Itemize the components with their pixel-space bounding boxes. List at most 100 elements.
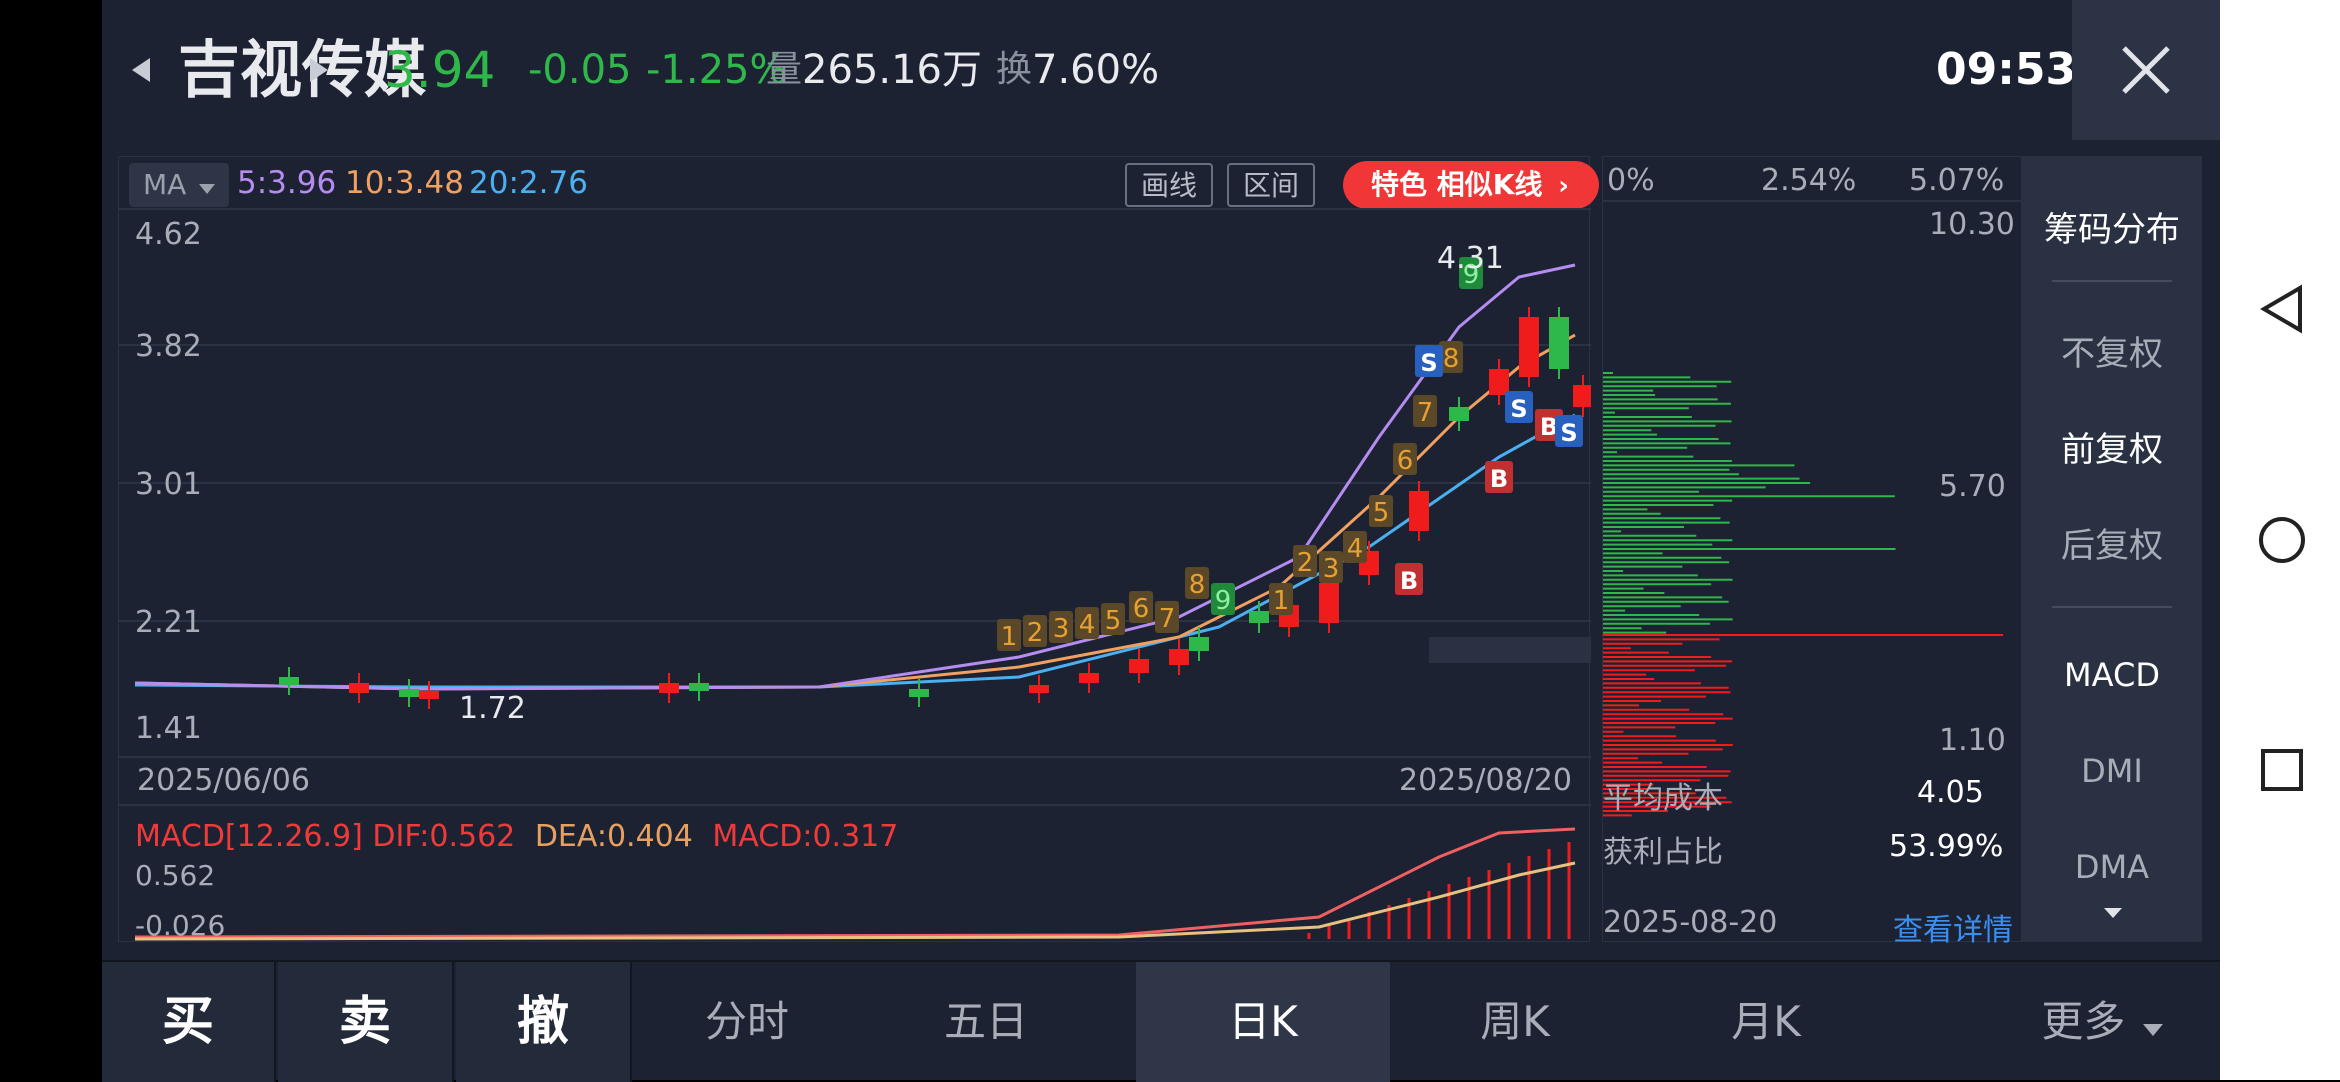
candle-body xyxy=(659,683,679,693)
buy-marker-label: B xyxy=(1490,465,1508,493)
ma20-line xyxy=(134,413,1576,689)
chip-price-low: 1.10 xyxy=(1939,723,2006,758)
back-icon[interactable] xyxy=(2260,284,2304,334)
td-badge xyxy=(1185,567,1209,599)
y-tick-2: 3.01 xyxy=(135,467,202,502)
caret-down-icon xyxy=(2142,1024,2163,1036)
td-number: 5 xyxy=(1105,606,1122,636)
chip-chart xyxy=(1603,200,2023,817)
candle-body xyxy=(1169,649,1189,665)
ma20-value: 20:2.76 xyxy=(469,165,588,201)
td-badge xyxy=(1343,531,1367,563)
td-number: 2 xyxy=(1297,548,1314,578)
td-badge xyxy=(997,619,1021,651)
price-band xyxy=(1429,637,1591,663)
tab-more[interactable]: 更多 xyxy=(2002,962,2202,1082)
td-number: 2 xyxy=(1027,618,1044,648)
price-change-pct: -1.25% xyxy=(646,47,788,93)
chip-distribution-tab[interactable]: 筹码分布 xyxy=(2044,210,2180,250)
sell-button[interactable]: 卖 xyxy=(278,962,454,1082)
clock-time: 09:53 xyxy=(1936,44,2077,95)
arrow-right-icon[interactable] xyxy=(308,56,330,84)
volume-label: 量 xyxy=(766,49,803,90)
macd-dea: DEA:0.404 xyxy=(534,819,693,854)
tab-intraday[interactable]: 分时 xyxy=(704,997,789,1046)
td-badge xyxy=(1439,341,1463,373)
td-number: 1 xyxy=(1273,586,1290,616)
y-tick-4: 1.41 xyxy=(135,711,202,746)
tab-five-day[interactable]: 五日 xyxy=(943,997,1028,1046)
kline-panel[interactable]: MA 5:3.96 10:3.48 20:2.76 画线 区间 特色 相似K线 … xyxy=(118,156,1599,943)
macd-dif: DIF:0.562 xyxy=(372,819,516,854)
left-black-strip xyxy=(0,0,102,1080)
macd-legend: MACD[12.26.9] DIF:0.562 DEA:0.404 MACD:0… xyxy=(135,819,898,854)
sell-marker-label: S xyxy=(1510,395,1527,423)
system-nav-bar xyxy=(2220,0,2340,1080)
candle-body xyxy=(1519,317,1539,377)
adjust-none[interactable]: 不复权 xyxy=(2061,334,2163,374)
tab-weekly-k[interactable]: 周K xyxy=(1480,997,1550,1046)
stock-name[interactable]: 吉视传媒 xyxy=(178,33,427,106)
chip-pct-2: 5.07% xyxy=(1909,163,2005,198)
draw-line-button[interactable]: 画线 xyxy=(1125,163,1213,207)
candle-body xyxy=(1549,317,1569,369)
buy-marker xyxy=(1485,461,1513,493)
indicator-macd[interactable]: MACD xyxy=(2064,656,2160,694)
range-button[interactable]: 区间 xyxy=(1227,163,1315,207)
avg-cost-value: 4.05 xyxy=(1917,775,1984,810)
buy-marker-label: B xyxy=(1540,413,1558,441)
similar-kline-button[interactable]: 特色 相似K线 › xyxy=(1343,161,1599,209)
recent-apps-icon[interactable] xyxy=(2260,748,2304,792)
close-icon xyxy=(2122,46,2170,94)
candle-body xyxy=(1573,385,1591,407)
candle-body xyxy=(1249,611,1269,623)
td-number: 4 xyxy=(1079,610,1096,640)
candle-body xyxy=(419,691,439,699)
td-number: 8 xyxy=(1443,344,1460,374)
cancel-order-button[interactable]: 撤 xyxy=(456,962,632,1082)
home-icon[interactable] xyxy=(2258,516,2306,564)
td-badge xyxy=(1293,545,1317,577)
ma5-value: 5:3.96 xyxy=(237,165,337,201)
td-badge xyxy=(1075,607,1099,639)
td-badge xyxy=(1459,257,1483,289)
side-divider-1 xyxy=(2052,280,2172,282)
tab-daily-k[interactable]: 日K xyxy=(1136,962,1390,1082)
bottom-bar: 买 卖 撤 分时 五日 日K 周K 月K 更多 xyxy=(102,960,2220,1082)
td-number: 1 xyxy=(1001,622,1018,652)
td-badge xyxy=(1023,615,1047,647)
ma-selector[interactable]: MA xyxy=(129,163,229,207)
caret-down-icon[interactable] xyxy=(2104,908,2122,918)
candle-body xyxy=(1409,491,1429,531)
volume-value: 265.16万 xyxy=(802,47,982,93)
buy-marker xyxy=(1395,563,1423,595)
buy-button[interactable]: 买 xyxy=(102,962,276,1082)
td-number: 9 xyxy=(1463,260,1480,290)
ma-selector-label: MA xyxy=(143,168,187,201)
turnover-value: 7.60% xyxy=(1032,47,1160,93)
arrow-left-icon[interactable] xyxy=(130,56,152,84)
sell-marker-label: S xyxy=(1420,349,1437,377)
indicator-dma[interactable]: DMA xyxy=(2074,848,2150,886)
td-number: 5 xyxy=(1373,498,1390,528)
adjust-forward[interactable]: 前复权 xyxy=(2061,430,2163,470)
td-badge xyxy=(1129,591,1153,623)
close-button[interactable] xyxy=(2072,0,2220,140)
chip-distribution-panel[interactable]: 0% 2.54% 5.07% 10.30 5.70 1.10 平均成本 4.05… xyxy=(1602,156,2023,948)
candle-body xyxy=(1319,583,1339,623)
candle-body xyxy=(909,689,929,697)
candle-body xyxy=(1449,407,1469,421)
td-number: 7 xyxy=(1417,398,1434,428)
date-start: 2025/06/06 xyxy=(137,763,310,798)
view-details-link[interactable]: 查看详情 xyxy=(1893,913,2013,948)
adjust-backward[interactable]: 后复权 xyxy=(2061,526,2163,566)
dif-line xyxy=(134,827,1576,939)
td-badge xyxy=(1155,601,1179,633)
indicator-dmi[interactable]: DMI xyxy=(2081,752,2143,790)
sell-marker-label: S xyxy=(1560,419,1577,447)
right-side-menu: 筹码分布 不复权 前复权 后复权 MACD DMI DMA xyxy=(2022,156,2202,942)
sell-marker xyxy=(1555,415,1583,447)
td-badge xyxy=(1101,603,1125,635)
tab-monthly-k[interactable]: 月K xyxy=(1731,997,1801,1046)
